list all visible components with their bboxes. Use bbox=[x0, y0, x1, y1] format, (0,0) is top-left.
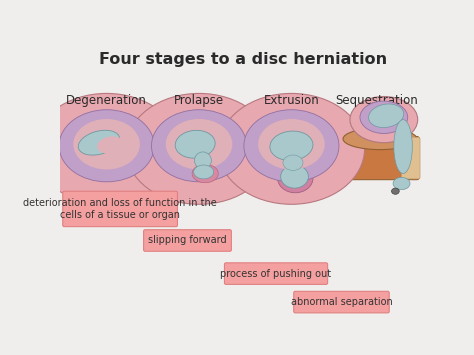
Text: Prolapse: Prolapse bbox=[174, 94, 224, 107]
FancyBboxPatch shape bbox=[341, 137, 419, 180]
Ellipse shape bbox=[34, 136, 180, 174]
FancyBboxPatch shape bbox=[294, 291, 389, 313]
Ellipse shape bbox=[219, 136, 365, 174]
Ellipse shape bbox=[270, 131, 313, 160]
Text: Four stages to a disc herniation: Four stages to a disc herniation bbox=[99, 52, 387, 67]
Text: Sequestration: Sequestration bbox=[335, 94, 418, 107]
Ellipse shape bbox=[59, 110, 154, 182]
Ellipse shape bbox=[258, 119, 325, 169]
Ellipse shape bbox=[394, 120, 412, 174]
Ellipse shape bbox=[360, 101, 408, 133]
Ellipse shape bbox=[244, 110, 339, 182]
FancyBboxPatch shape bbox=[63, 191, 177, 226]
Ellipse shape bbox=[369, 104, 404, 127]
Ellipse shape bbox=[192, 164, 219, 183]
Text: abnormal separation: abnormal separation bbox=[291, 297, 392, 307]
Ellipse shape bbox=[392, 188, 399, 194]
Text: Extrusion: Extrusion bbox=[264, 94, 319, 107]
Ellipse shape bbox=[78, 130, 119, 155]
Ellipse shape bbox=[194, 152, 211, 169]
Text: process of pushing out: process of pushing out bbox=[220, 269, 332, 279]
Ellipse shape bbox=[73, 119, 140, 169]
Ellipse shape bbox=[126, 93, 272, 204]
Ellipse shape bbox=[283, 155, 303, 170]
Ellipse shape bbox=[393, 178, 410, 190]
Ellipse shape bbox=[97, 136, 124, 154]
Ellipse shape bbox=[152, 110, 246, 182]
Ellipse shape bbox=[278, 164, 313, 193]
Ellipse shape bbox=[34, 93, 180, 204]
Ellipse shape bbox=[175, 130, 215, 158]
Text: Degeneration: Degeneration bbox=[66, 94, 147, 107]
Ellipse shape bbox=[166, 119, 232, 169]
Text: slipping forward: slipping forward bbox=[148, 235, 227, 246]
FancyBboxPatch shape bbox=[401, 137, 420, 179]
Ellipse shape bbox=[126, 136, 272, 174]
FancyBboxPatch shape bbox=[144, 230, 231, 251]
Ellipse shape bbox=[350, 97, 418, 143]
Ellipse shape bbox=[281, 165, 309, 188]
Ellipse shape bbox=[219, 93, 365, 204]
FancyBboxPatch shape bbox=[225, 263, 328, 284]
Text: deterioration and loss of function in the
cells of a tissue or organ: deterioration and loss of function in th… bbox=[23, 198, 217, 220]
Ellipse shape bbox=[343, 128, 417, 149]
Ellipse shape bbox=[194, 165, 214, 179]
